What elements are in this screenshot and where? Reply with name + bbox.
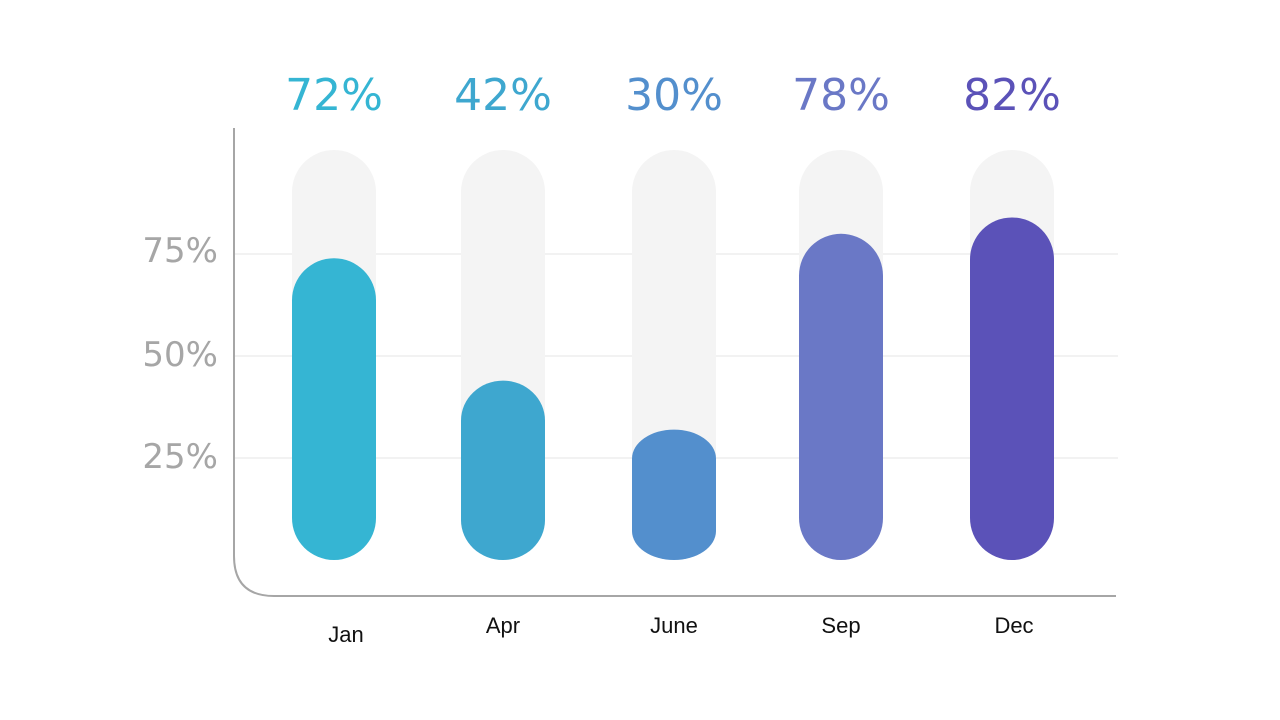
bar-sep (799, 233, 883, 560)
value-label-june: 30% (625, 70, 723, 121)
bar-jan (292, 258, 376, 560)
value-label-dec: 82% (963, 70, 1061, 121)
axis-line (233, 128, 1116, 597)
y-axis-ticks: 25% 50% 75% (142, 231, 218, 477)
bars (292, 217, 1054, 560)
x-axis-labels: Jan Apr June Sep Dec (328, 613, 1033, 647)
y-tick-25: 25% (142, 437, 218, 477)
value-label-sep: 78% (792, 70, 890, 121)
bar-dec (970, 217, 1054, 560)
value-label-jan: 72% (285, 70, 383, 121)
x-label-sep: Sep (821, 613, 860, 638)
value-label-apr: 42% (454, 70, 552, 121)
x-label-june: June (650, 613, 698, 638)
y-tick-50: 50% (142, 335, 218, 375)
bar-june (632, 429, 716, 560)
x-label-apr: Apr (486, 613, 520, 638)
y-tick-75: 75% (142, 231, 218, 271)
x-label-dec: Dec (994, 613, 1033, 638)
value-labels: 72% 42% 30% 78% 82% (285, 70, 1061, 121)
x-label-jan: Jan (328, 622, 363, 647)
bar-apr (461, 380, 545, 560)
